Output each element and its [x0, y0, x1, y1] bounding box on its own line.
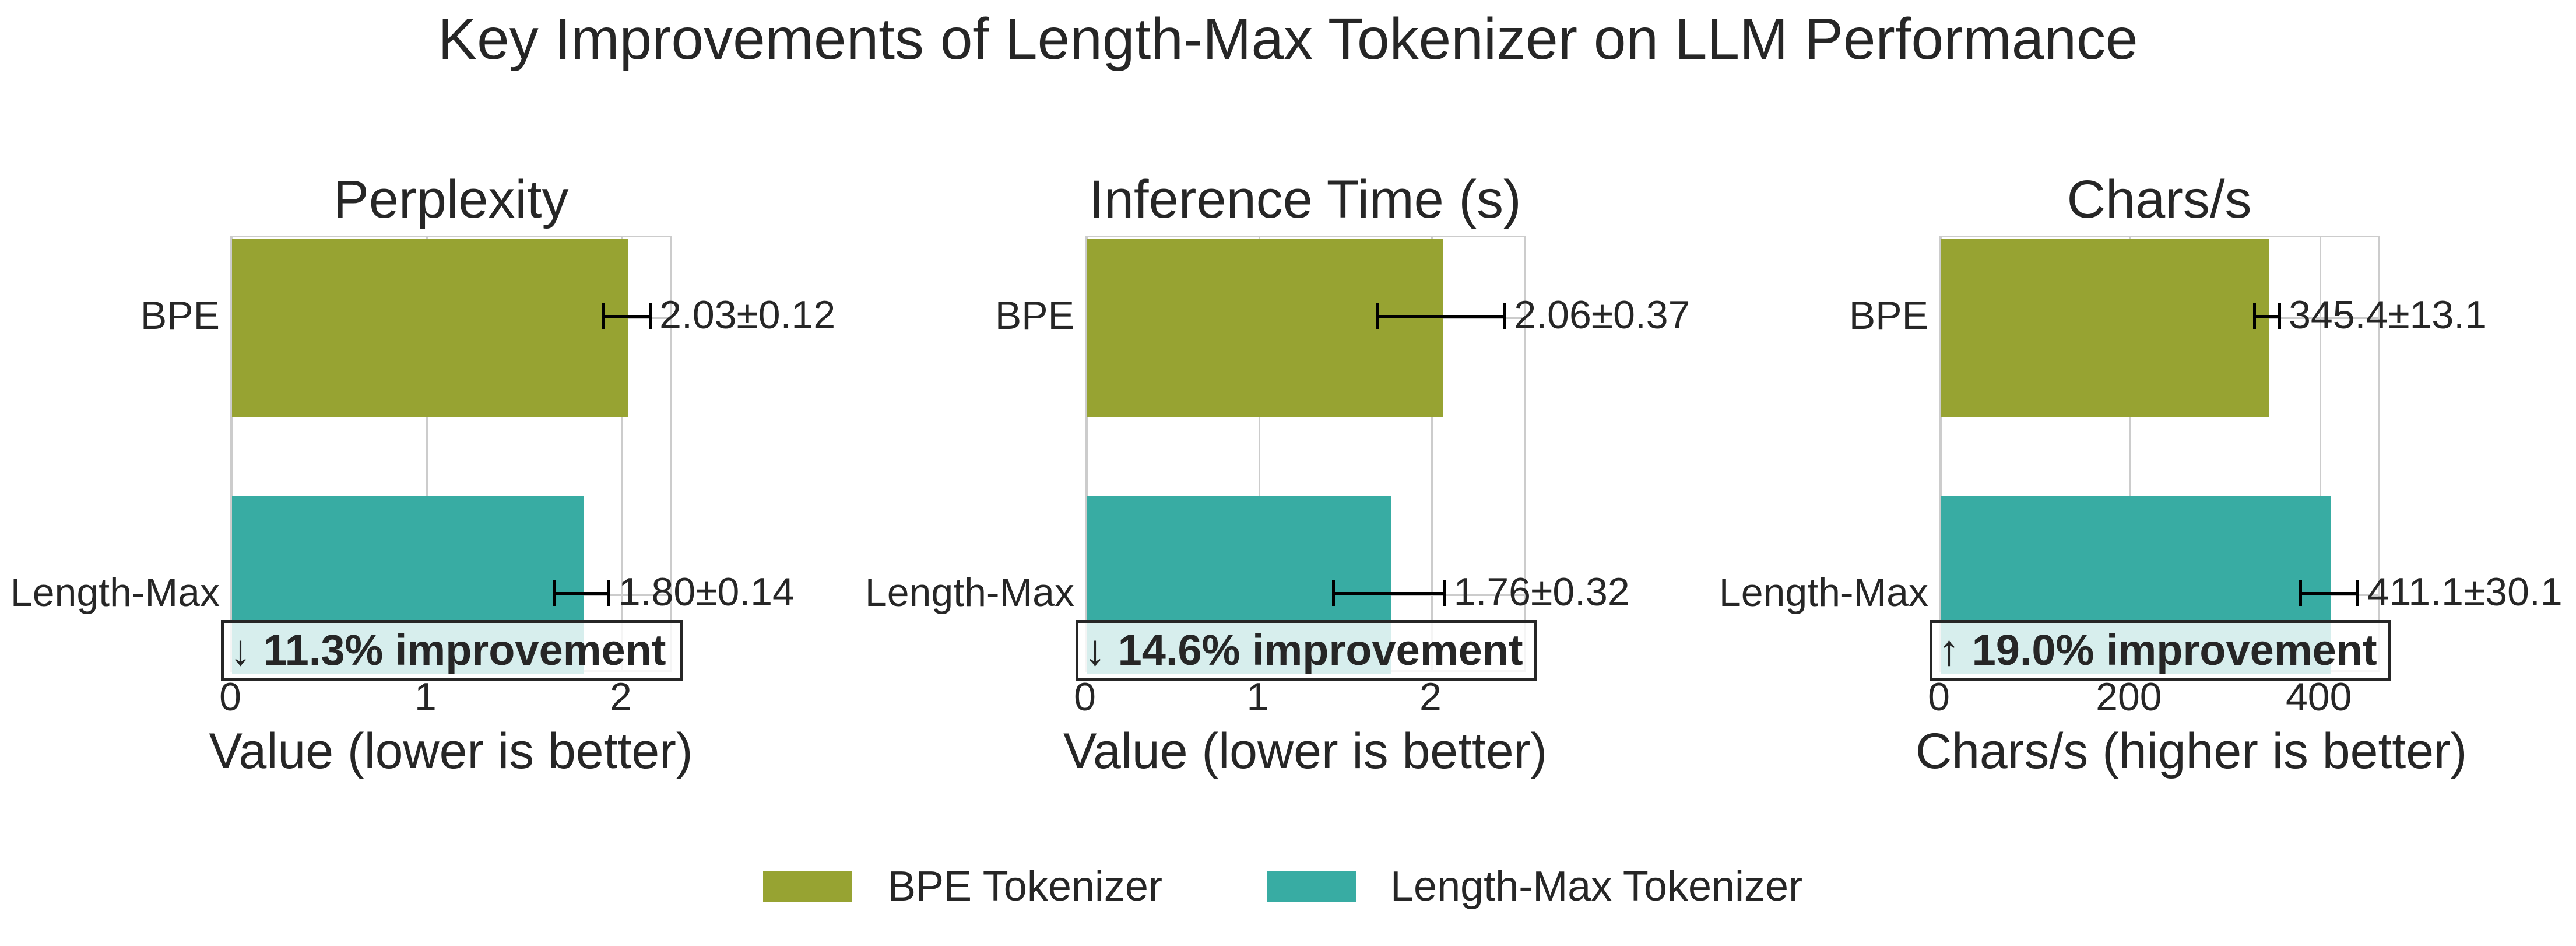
subplot-title: Chars/s — [2067, 170, 2252, 229]
x-gridline — [1258, 237, 1260, 670]
legend-swatch-bpe — [763, 871, 852, 902]
y-tick-label: BPE — [1848, 293, 1928, 338]
arrow-down-icon: ↓ — [1084, 626, 1106, 674]
x-tick-label: 0 — [1074, 675, 1096, 719]
error-bar — [1377, 314, 1505, 318]
bar-bpe — [1941, 239, 2269, 417]
legend: BPE Tokenizer Length-Max Tokenizer — [0, 863, 2576, 910]
error-bar — [554, 591, 609, 595]
error-bar-cap — [602, 303, 605, 329]
y-tick-label: BPE — [140, 293, 220, 338]
improvement-text: 11.3% improvement — [263, 626, 666, 674]
x-tick-label: 400 — [2285, 675, 2352, 719]
error-bar — [603, 314, 651, 318]
error-bar-cap — [607, 580, 611, 606]
x-tick-label: 0 — [219, 675, 241, 719]
improvement-annotation: ↓ 11.3% improvement — [221, 620, 683, 681]
error-bar — [2300, 591, 2358, 595]
bar-bpe — [1087, 239, 1443, 417]
subplot-title: Inference Time (s) — [1089, 170, 1521, 229]
error-bar-cap — [1443, 580, 1446, 606]
x-gridline — [2320, 237, 2322, 670]
y-tick-label: Length-Max — [1718, 570, 1928, 615]
improvement-annotation: ↓ 14.6% improvement — [1076, 620, 1537, 681]
improvement-text: 14.6% improvement — [1117, 626, 1523, 674]
subplot-title: Perplexity — [333, 170, 569, 229]
x-gridline — [2129, 237, 2132, 670]
improvement-text: 19.0% improvement — [1971, 626, 2377, 674]
error-bar-cap — [2356, 580, 2360, 606]
x-gridline — [621, 237, 624, 670]
legend-label-bpe: BPE Tokenizer — [888, 863, 1162, 910]
value-label: 411.1±30.1 — [2367, 570, 2563, 614]
error-bar-cap — [553, 580, 556, 606]
value-label: 1.80±0.14 — [618, 570, 795, 614]
value-label: 1.76±0.32 — [1453, 570, 1630, 614]
bar-bpe — [232, 239, 628, 417]
error-bar — [2254, 314, 2280, 318]
value-label: 2.03±0.12 — [659, 293, 836, 337]
y-tick-label: Length-Max — [864, 570, 1074, 615]
x-axis-label: Chars/s (higher is better) — [1916, 723, 2468, 779]
x-tick-label: 0 — [1928, 675, 1950, 719]
x-gridline — [231, 237, 233, 670]
value-label: 2.06±0.37 — [1514, 293, 1691, 337]
value-label: 345.4±13.1 — [2289, 293, 2487, 337]
improvement-annotation: ↑ 19.0% improvement — [1930, 620, 2391, 681]
error-bar — [1333, 591, 1445, 595]
arrow-down-icon: ↓ — [230, 626, 251, 674]
figure-title: Key Improvements of Length-Max Tokenizer… — [438, 6, 2138, 72]
legend-label-length-max: Length-Max Tokenizer — [1390, 863, 1803, 910]
y-tick-label: Length-Max — [10, 570, 220, 615]
legend-swatch-length-max — [1267, 871, 1356, 902]
x-gridline — [1085, 237, 1088, 670]
x-tick-label: 2 — [609, 675, 632, 719]
error-bar-cap — [1503, 303, 1506, 329]
error-bar-cap — [2252, 303, 2256, 329]
error-bar-cap — [1375, 303, 1379, 329]
x-gridline — [1939, 237, 1942, 670]
x-tick-label: 2 — [1419, 675, 1442, 719]
x-axis-label: Value (lower is better) — [1063, 723, 1548, 779]
arrow-up-icon: ↑ — [1938, 626, 1960, 674]
x-gridline — [426, 237, 428, 670]
x-tick-label: 1 — [1246, 675, 1269, 719]
x-tick-label: 200 — [2096, 675, 2162, 719]
error-bar-cap — [648, 303, 652, 329]
x-gridline — [1431, 237, 1433, 670]
x-axis-label: Value (lower is better) — [209, 723, 693, 779]
error-bar-cap — [1332, 580, 1336, 606]
x-tick-label: 1 — [414, 675, 437, 719]
y-tick-label: BPE — [994, 293, 1074, 338]
error-bar-cap — [2299, 580, 2303, 606]
error-bar-cap — [2278, 303, 2281, 329]
